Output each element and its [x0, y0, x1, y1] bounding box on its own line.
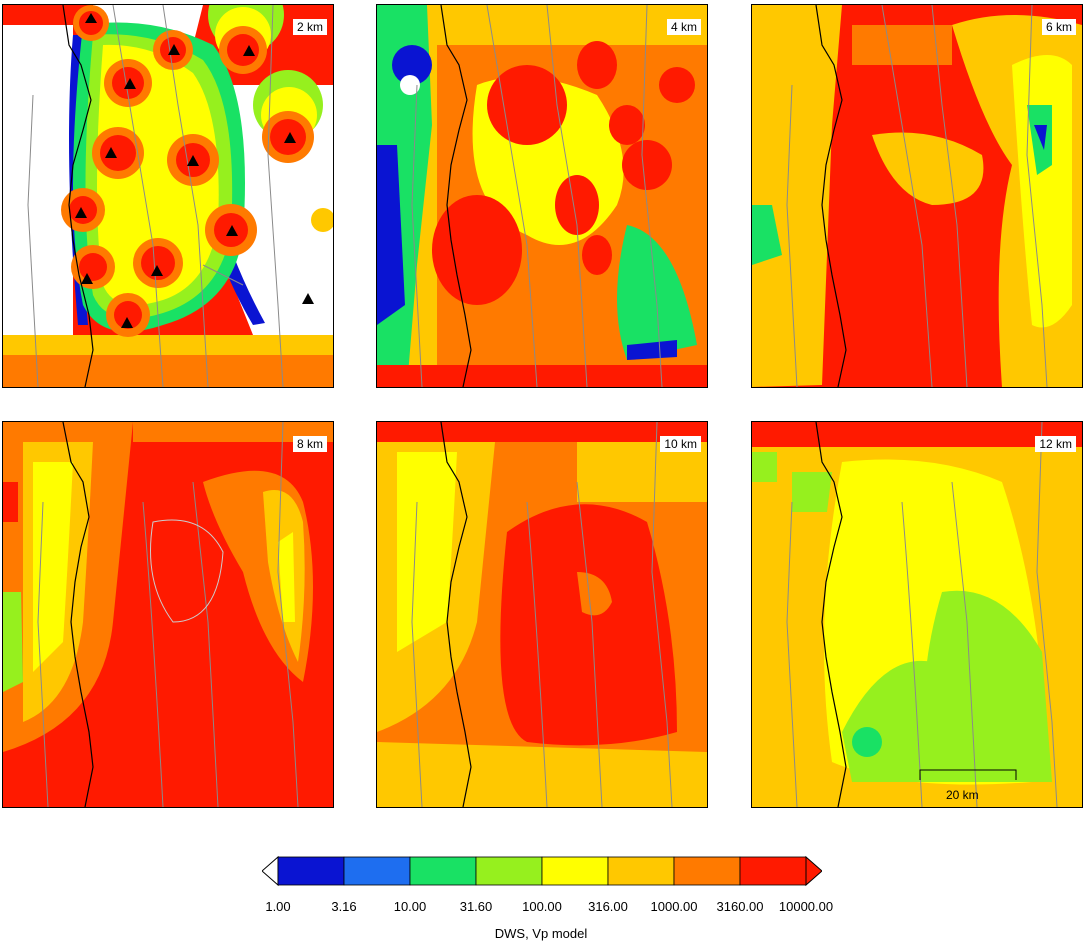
map-panel-12km: 12 km 20 km — [751, 421, 1083, 808]
dws-map-4km — [377, 5, 707, 387]
colorbar-tick-label: 3.16 — [331, 899, 357, 914]
scale-bar — [919, 769, 1017, 780]
map-panel-2km: 2 km — [2, 4, 334, 388]
colorbar-tick-label: 1.00 — [265, 899, 291, 914]
depth-label: 4 km — [666, 19, 701, 35]
dws-map-10km — [377, 422, 707, 807]
colorbar-tick-label: 31.60 — [459, 899, 493, 914]
colorbar-tick-label: 10.00 — [393, 899, 427, 914]
colorbar-swatch — [673, 856, 741, 886]
colorbar — [262, 855, 822, 887]
colorbar-swatch — [739, 856, 807, 886]
depth-label: 8 km — [292, 436, 327, 452]
map-panel-6km: 6 km — [751, 4, 1083, 388]
colorbar-low-extension — [262, 855, 279, 887]
dws-map-6km — [752, 5, 1082, 387]
colorbar-tick-label: 10000.00 — [778, 899, 834, 914]
depth-label: 6 km — [1041, 19, 1076, 35]
station-markers — [75, 13, 314, 328]
map-panel-10km: 10 km — [376, 421, 708, 808]
colorbar-swatch — [277, 856, 345, 886]
map-panel-8km: 8 km — [2, 421, 334, 808]
colorbar-swatch — [343, 856, 411, 886]
colorbar-tick-label: 316.00 — [588, 899, 628, 914]
colorbar-high-extension — [805, 855, 822, 887]
dws-map-2km — [3, 5, 333, 387]
colorbar-tick-label: 3160.00 — [716, 899, 764, 914]
depth-label: 2 km — [292, 19, 327, 35]
colorbar-swatch — [409, 856, 477, 886]
colorbar-swatch — [541, 856, 609, 886]
depth-label: 10 km — [660, 436, 701, 452]
depth-label: 12 km — [1035, 436, 1076, 452]
map-panel-4km: 4 km — [376, 4, 708, 388]
colorbar-tick-label: 100.00 — [522, 899, 562, 914]
colorbar-title: DWS, Vp model — [494, 926, 588, 941]
colorbar-swatch — [607, 856, 675, 886]
scale-bar-label: 20 km — [946, 788, 979, 802]
colorbar-tick-label: 1000.00 — [650, 899, 698, 914]
dws-map-8km — [3, 422, 333, 807]
dws-map-12km — [752, 422, 1082, 807]
colorbar-swatch — [475, 856, 543, 886]
